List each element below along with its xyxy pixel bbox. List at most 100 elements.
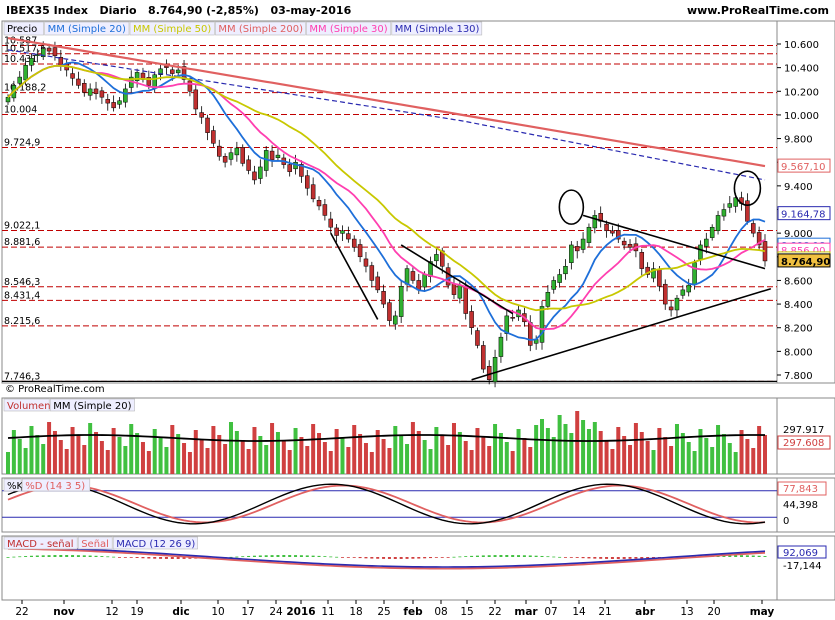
indicator-tab-label: MM (Simple 200) <box>218 24 303 35</box>
volume-bar <box>164 447 169 474</box>
volume-tag <box>777 435 831 450</box>
price-tick-label: 9.400 <box>784 182 813 193</box>
indicator-tab-label: MM (Simple 20) <box>48 24 126 35</box>
volume-bar <box>669 446 674 474</box>
macd-hist-bar <box>745 555 749 557</box>
volume-bar <box>82 445 87 474</box>
volume-bar <box>592 422 597 474</box>
left-level-label: 8.546,3 <box>4 277 40 288</box>
macd-hist-bar <box>182 557 186 559</box>
volume-bar <box>405 444 410 474</box>
macd-hist-bar <box>487 555 491 557</box>
candle-body <box>246 159 251 171</box>
volume-bar <box>182 443 187 474</box>
macd-hist-bar <box>429 557 433 559</box>
volume-bar <box>35 435 40 474</box>
left-level-label: 9.724,9 <box>4 137 40 148</box>
macd-value: 92,069 <box>783 548 818 559</box>
x-tick-label: 08 <box>434 606 447 618</box>
macd-hist-bar <box>646 557 650 559</box>
volume-bar <box>604 440 609 474</box>
price-tick-label: 10.200 <box>784 87 819 98</box>
volume-bar <box>228 422 233 474</box>
volume-bar <box>129 424 134 474</box>
macd-hist-bar <box>282 555 286 557</box>
highlight-circle <box>558 189 585 225</box>
volume-bar <box>47 422 52 474</box>
candle-body <box>492 357 498 383</box>
macd-hist-bar <box>470 555 474 557</box>
indicator-tab-label: MM (Simple 30) <box>309 24 387 35</box>
candle-body <box>674 297 680 311</box>
candle-body <box>105 99 111 104</box>
stoch-d-tag <box>777 481 827 496</box>
copyright-label: © ProRealTime.com <box>5 384 105 395</box>
macd-tab <box>112 536 198 550</box>
volume-bar <box>322 442 327 474</box>
candle-body <box>657 269 662 287</box>
macd-hist-bar <box>358 557 362 559</box>
stoch-k-line <box>7 483 766 525</box>
candle-body <box>346 233 351 240</box>
candle-body <box>40 48 46 58</box>
trendline-1 <box>330 232 379 320</box>
macd-hist-bar <box>405 557 409 559</box>
left-level-label: 9.022,1 <box>4 221 40 232</box>
macd-hist-bar <box>417 557 421 559</box>
macd-hist-bar <box>59 555 63 557</box>
trendline-3 <box>582 214 766 270</box>
macd-hist-bar <box>112 556 116 558</box>
volume-bar <box>29 426 34 474</box>
candle-body <box>322 204 328 216</box>
volume-bar <box>252 427 257 474</box>
macd-hist-bar <box>634 557 638 559</box>
x-tick-label: 13 <box>680 606 693 618</box>
candle-body <box>287 164 292 172</box>
volume-bar <box>76 436 81 474</box>
candle-body <box>586 226 592 243</box>
volume-bar <box>674 424 679 474</box>
macd-hist-bar <box>552 556 556 558</box>
volume-bar <box>393 426 398 474</box>
macd-hist-bar <box>558 556 562 558</box>
macd-hist-bar <box>235 556 239 558</box>
candle-body <box>469 311 474 328</box>
volume-bar <box>481 437 486 474</box>
macd-hist-bar <box>757 555 761 557</box>
macd-hist-bar <box>123 557 127 558</box>
macd-hist-bar <box>534 555 538 557</box>
volume-bar <box>99 441 104 474</box>
candle-body <box>410 271 416 281</box>
macd-hist-bar <box>141 557 145 559</box>
price-tag <box>777 253 831 268</box>
volume-bar <box>710 447 715 474</box>
volume-bar <box>187 452 192 474</box>
candle-body <box>604 223 609 232</box>
candle-body <box>698 244 703 260</box>
volume-bar <box>745 439 750 474</box>
macd-hist-bar <box>628 557 632 559</box>
indicator-tab <box>3 21 44 36</box>
macd-hist-bar <box>24 556 28 557</box>
volume-bar <box>428 449 433 474</box>
macd-hist-bar <box>546 556 550 558</box>
volume-bar <box>70 427 75 474</box>
volume-bar <box>317 433 322 474</box>
site-url[interactable]: www.ProRealTime.com <box>686 4 829 17</box>
volume-bar <box>616 427 621 474</box>
volume-bar <box>281 441 286 474</box>
macd-hist-bar <box>12 556 16 558</box>
volume-bar <box>305 446 310 474</box>
volume-bar <box>422 440 427 474</box>
candle-body <box>240 147 245 164</box>
volume-bar <box>698 429 703 474</box>
macd-hist-bar <box>117 557 121 558</box>
macd-hist-bar <box>616 557 620 559</box>
macd-hist-bar <box>528 555 532 557</box>
volume-bar <box>493 424 498 474</box>
candle-body <box>445 267 451 286</box>
candle-body <box>269 150 275 161</box>
macd-hist-bar <box>569 557 573 558</box>
volume-bar <box>463 441 468 474</box>
